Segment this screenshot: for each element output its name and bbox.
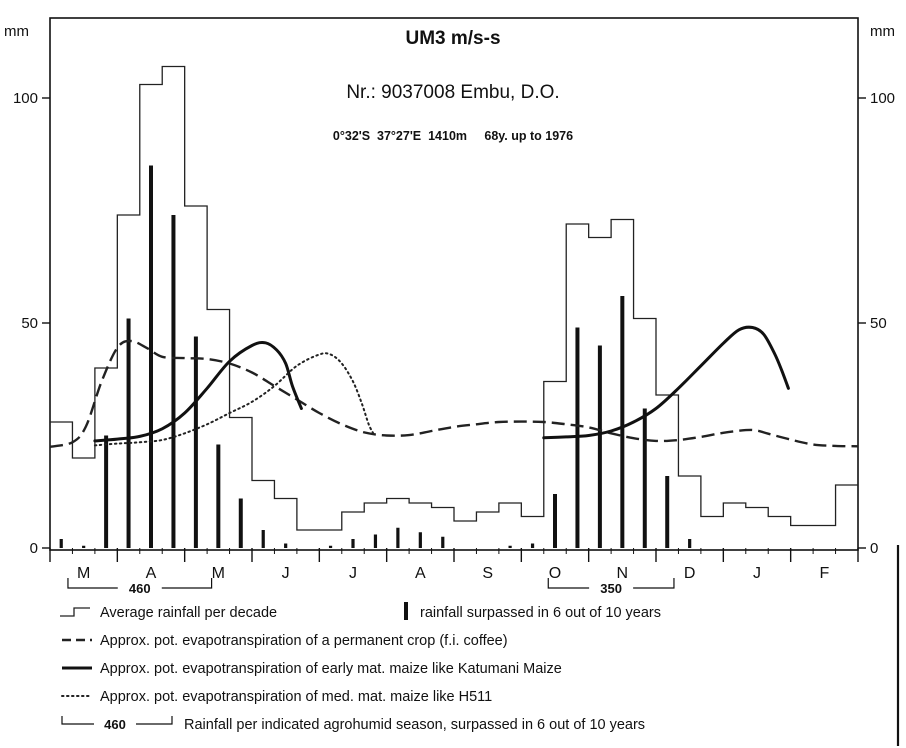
rainfall-bar: [216, 444, 221, 548]
month-label: O: [549, 565, 561, 582]
season-total-label: 460: [129, 581, 151, 596]
season-bracket: [547, 578, 675, 589]
average-rainfall-step-line: [50, 65, 858, 531]
month-label: D: [684, 565, 696, 582]
month-label: S: [482, 565, 493, 582]
season-brackets: 460 350: [67, 578, 675, 596]
axis-ticks: 0 0 50 50 100 100: [13, 90, 895, 557]
rainfall-bar: [238, 498, 243, 548]
h511-maize-evapotranspiration-curve: [93, 352, 375, 447]
rainfall-bar: [665, 476, 670, 548]
y-tick-label-left: 50: [21, 315, 38, 332]
legend-bar-swatch: [404, 602, 408, 620]
legend-season-swatch: [61, 716, 173, 725]
evapotranspiration-curves: [49, 325, 859, 448]
y-axis-unit-right: mm: [870, 23, 895, 40]
legend-step-swatch: [60, 607, 90, 617]
rainfall-bar: [171, 215, 176, 548]
rainfall-bar: [351, 539, 355, 548]
rainfall-bar: [530, 543, 535, 548]
rainfall-bar: [328, 545, 333, 548]
rainfall-bar: [441, 536, 445, 548]
legend-label: Approx. pot. evapotranspiration of early…: [100, 661, 562, 677]
rainfall-bar: [396, 527, 400, 548]
rainfall-bar: [597, 345, 602, 548]
katumani-maize-evapotranspiration-curve: [542, 325, 790, 440]
legend-season-value: 460: [104, 717, 126, 732]
legend-label: Average rainfall per decade: [100, 605, 277, 621]
rainfall-bar: [418, 532, 422, 548]
month-label: A: [146, 565, 157, 582]
rainfall-bar: [373, 534, 378, 548]
y-tick-label-right: 100: [870, 90, 895, 107]
y-axis-unit-left: mm: [4, 23, 29, 40]
y-tick-label-right: 50: [870, 315, 887, 332]
season-total-label: 350: [600, 581, 622, 596]
rainfall-bar: [508, 545, 512, 548]
rainfall-bar: [642, 408, 647, 548]
rainfall-bar: [620, 296, 625, 548]
rainfall-bar: [261, 530, 265, 548]
legend-label: Rainfall per indicated agrohumid season,…: [184, 717, 645, 733]
month-label: F: [819, 565, 829, 582]
legend-label: rainfall surpassed in 6 out of 10 years: [420, 605, 661, 621]
rainfall-bar: [149, 165, 153, 548]
month-label: J: [349, 565, 357, 582]
chart-subtitle: Nr.: 9037008 Embu, D.O.: [346, 82, 559, 103]
month-label: M: [212, 565, 225, 582]
y-tick-label-left: 0: [30, 540, 38, 557]
y-tick-label-right: 0: [870, 540, 878, 557]
rainfall-bar: [688, 539, 692, 548]
legend: Average rainfall per decade rainfall surp…: [60, 602, 661, 733]
station-info: 0°32'S 37°27'E 1410m 68y. up to 1976: [333, 129, 573, 143]
coffee-evapotranspiration-curve: [49, 339, 859, 448]
average-rainfall-steps: [50, 65, 858, 531]
rainfall-bar: [284, 543, 288, 548]
rainfall-bar: [82, 545, 86, 548]
month-label: J: [282, 565, 290, 582]
rainfall-bars: [59, 165, 692, 548]
month-label: J: [753, 565, 761, 582]
rainfall-bar: [59, 539, 63, 548]
legend-label: Approx. pot. evapotranspiration of med. …: [100, 689, 492, 705]
month-label: M: [77, 565, 90, 582]
rainfall-bar: [553, 494, 557, 548]
legend-label: Approx. pot. evapotranspiration of a per…: [100, 633, 508, 649]
rainfall-bar: [104, 435, 109, 548]
y-tick-label-left: 100: [13, 90, 38, 107]
season-bracket: [67, 578, 213, 589]
katumani-maize-evapotranspiration-curve: [93, 340, 303, 443]
rainfall-bar: [193, 336, 198, 548]
rainfall-bar: [126, 318, 131, 548]
month-label: N: [617, 565, 629, 582]
month-label: A: [415, 565, 426, 582]
chart-title: UM3 m/s-s: [405, 28, 500, 49]
